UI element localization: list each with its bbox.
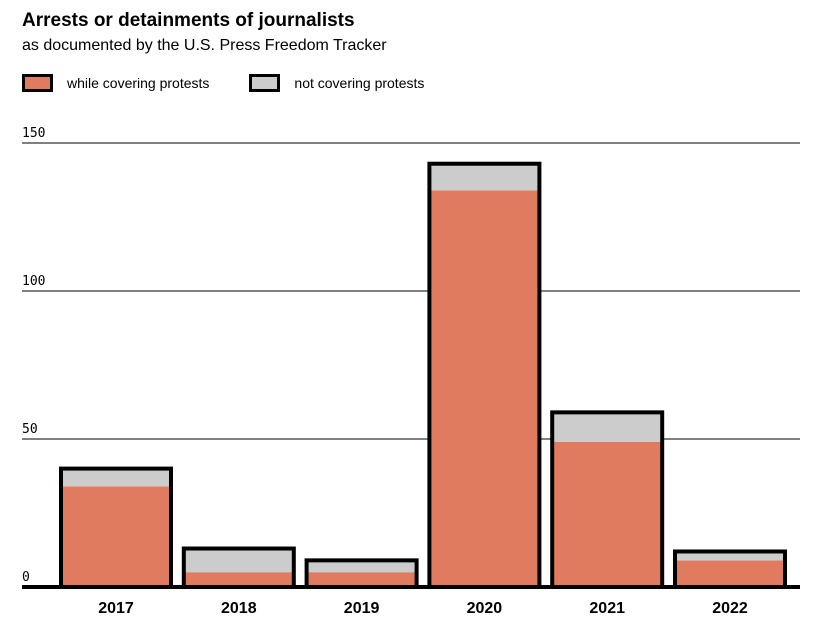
gridlines: 0 50 100 150 [22, 126, 800, 585]
bar-group-2022 [673, 549, 787, 589]
bar-protests-2021 [552, 441, 663, 587]
bars [59, 161, 787, 590]
bar-group-2017 [59, 466, 173, 590]
bar-not-protests-2022 [675, 551, 785, 561]
legend-swatch-not-protests [249, 74, 281, 92]
legend: while covering protests not covering pro… [22, 74, 464, 92]
bar-protests-2018 [183, 572, 294, 587]
x-tick-label-2019: 2019 [344, 600, 380, 617]
y-tick-label-150: 150 [22, 126, 45, 141]
x-tick-label-2018: 2018 [221, 600, 257, 617]
bar-group-2020 [427, 161, 542, 589]
bar-protests-2020 [429, 190, 540, 588]
chart-subtitle: as documented by the U.S. Press Freedom … [22, 37, 387, 54]
bar-not-protests-2017 [61, 468, 171, 487]
bar-protests-2017 [61, 486, 171, 587]
legend-label-not-protests: not covering protests [294, 75, 425, 91]
bar-not-protests-2019 [306, 560, 417, 573]
x-tick-label-2017: 2017 [98, 600, 134, 617]
bar-not-protests-2020 [429, 163, 540, 191]
y-tick-label-50: 50 [22, 422, 38, 437]
x-tick-label-2022: 2022 [712, 600, 748, 617]
bar-protests-2019 [306, 572, 417, 587]
x-axis: 2017 2018 2019 2020 2021 2022 [22, 585, 800, 617]
legend-label-protests: while covering protests [67, 75, 210, 91]
y-tick-label-0: 0 [22, 570, 30, 585]
x-tick-label-2021: 2021 [589, 600, 625, 617]
legend-item-not-protests: not covering protests [249, 74, 424, 92]
chart-title: Arrests or detainments of journalists [22, 10, 355, 31]
bar-not-protests-2021 [552, 412, 663, 442]
bar-group-2019 [304, 558, 419, 589]
x-tick-label-2020: 2020 [467, 600, 503, 617]
bar-group-2018 [181, 546, 296, 590]
legend-swatch-protests [22, 74, 53, 92]
bar-group-2021 [550, 410, 665, 589]
bar-protests-2022 [675, 560, 785, 587]
y-tick-label-100: 100 [22, 274, 45, 289]
legend-item-protests: while covering protests [22, 74, 209, 92]
bar-not-protests-2018 [183, 548, 294, 573]
